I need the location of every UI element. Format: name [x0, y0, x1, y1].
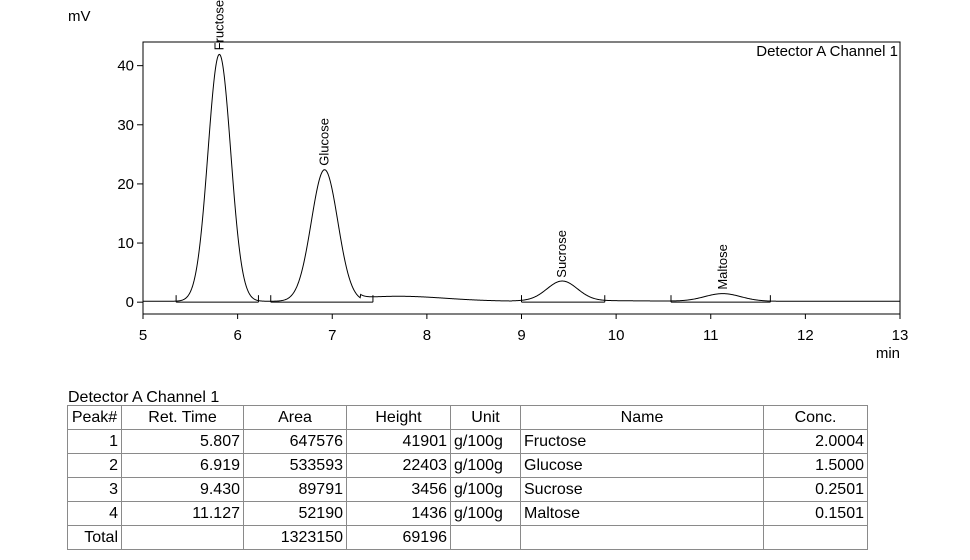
y-tick-label: 0 — [126, 294, 134, 311]
x-tick-label: 6 — [233, 327, 241, 344]
table-title: Detector A Channel 1 — [68, 389, 220, 406]
cell-area: 89791 — [243, 477, 347, 502]
cell-total-label: Total — [67, 525, 122, 550]
cell-conc: 0.2501 — [763, 477, 868, 502]
cell-unit: g/100g — [450, 501, 521, 526]
x-axis-unit-label: min — [876, 345, 900, 362]
cell-ret-time: 6.919 — [121, 453, 244, 478]
table-row: 2 6.919 533593 22403 g/100g Glucose 1.50… — [67, 453, 868, 478]
cell-name: Fructose — [520, 429, 764, 454]
cell-height: 41901 — [346, 429, 451, 454]
x-tick-label: 11 — [703, 327, 719, 344]
peak-label: Fructose — [211, 0, 226, 50]
cell-peak: 3 — [67, 477, 122, 502]
x-tick-label: 9 — [517, 327, 525, 344]
x-tick-label: 8 — [423, 327, 431, 344]
y-axis: 0 10 20 30 40 — [117, 58, 143, 311]
x-tick-label: 10 — [608, 327, 625, 344]
cell-height: 22403 — [346, 453, 451, 478]
x-tick-label: 12 — [797, 327, 814, 344]
cell-conc: 0.1501 — [763, 501, 868, 526]
header-peak: Peak# — [67, 405, 122, 430]
cell-peak: 4 — [67, 501, 122, 526]
y-axis-unit-label: mV — [68, 8, 91, 25]
cell-name: Glucose — [520, 453, 764, 478]
cell-total-height: 69196 — [346, 525, 451, 550]
y-tick-label: 10 — [117, 235, 134, 252]
header-area: Area — [243, 405, 347, 430]
header-unit: Unit — [450, 405, 521, 430]
y-tick-label: 30 — [117, 117, 134, 134]
cell-height: 1436 — [346, 501, 451, 526]
peak-labels: Fructose Glucose Sucrose Maltose — [211, 0, 729, 290]
header-name: Name — [520, 405, 764, 430]
x-axis: 5 6 7 8 9 10 11 12 13 — [139, 314, 909, 344]
peak-label: Glucose — [317, 118, 332, 166]
cell-total-area: 1323150 — [243, 525, 347, 550]
cell-conc: 1.5000 — [763, 453, 868, 478]
peak-label: Maltose — [715, 244, 730, 290]
cell-area: 533593 — [243, 453, 347, 478]
table-row: 4 11.127 52190 1436 g/100g Maltose 0.150… — [67, 501, 868, 526]
table-total-row: Total 1323150 69196 — [67, 525, 868, 550]
cell-peak: 1 — [67, 429, 122, 454]
table-row: 3 9.430 89791 3456 g/100g Sucrose 0.2501 — [67, 477, 868, 502]
chromatogram-trace — [143, 53, 900, 302]
plot-frame — [142, 41, 901, 315]
cell-name: Sucrose — [520, 477, 764, 502]
cell-name: Maltose — [520, 501, 764, 526]
cell-area: 647576 — [243, 429, 347, 454]
chromatogram-chart: mV Detector A Channel 1 0 10 20 30 40 5 6 7 8 9 1… — [68, 0, 909, 362]
cell-unit: g/100g — [450, 429, 521, 454]
x-tick-label: 5 — [139, 327, 147, 344]
cell-height: 3456 — [346, 477, 451, 502]
cell-peak: 2 — [67, 453, 122, 478]
cell-ret-time: 5.807 — [121, 429, 244, 454]
y-tick-label: 20 — [117, 176, 134, 193]
header-ret-time: Ret. Time — [121, 405, 244, 430]
cell-ret-time: 9.430 — [121, 477, 244, 502]
x-tick-label: 7 — [328, 327, 336, 344]
peak-label: Sucrose — [554, 230, 569, 278]
cell-unit: g/100g — [450, 477, 521, 502]
peak-table: Peak# Ret. Time Area Height Unit Name Co… — [67, 405, 868, 550]
table-row: 1 5.807 647576 41901 g/100g Fructose 2.0… — [67, 429, 868, 454]
cell-total-ret-time — [121, 525, 244, 550]
cell-total-name — [520, 525, 764, 550]
integration-baselines — [175, 295, 771, 303]
y-tick-label: 40 — [117, 58, 134, 75]
cell-conc: 2.0004 — [763, 429, 868, 454]
cell-unit: g/100g — [450, 453, 521, 478]
header-conc: Conc. — [763, 405, 868, 430]
table-header-row: Peak# Ret. Time Area Height Unit Name Co… — [67, 405, 868, 430]
cell-ret-time: 11.127 — [121, 501, 244, 526]
cell-total-unit — [450, 525, 521, 550]
x-tick-label: 13 — [892, 327, 909, 344]
chart-title: Detector A Channel 1 — [756, 43, 898, 60]
header-height: Height — [346, 405, 451, 430]
cell-area: 52190 — [243, 501, 347, 526]
cell-total-conc — [763, 525, 868, 550]
